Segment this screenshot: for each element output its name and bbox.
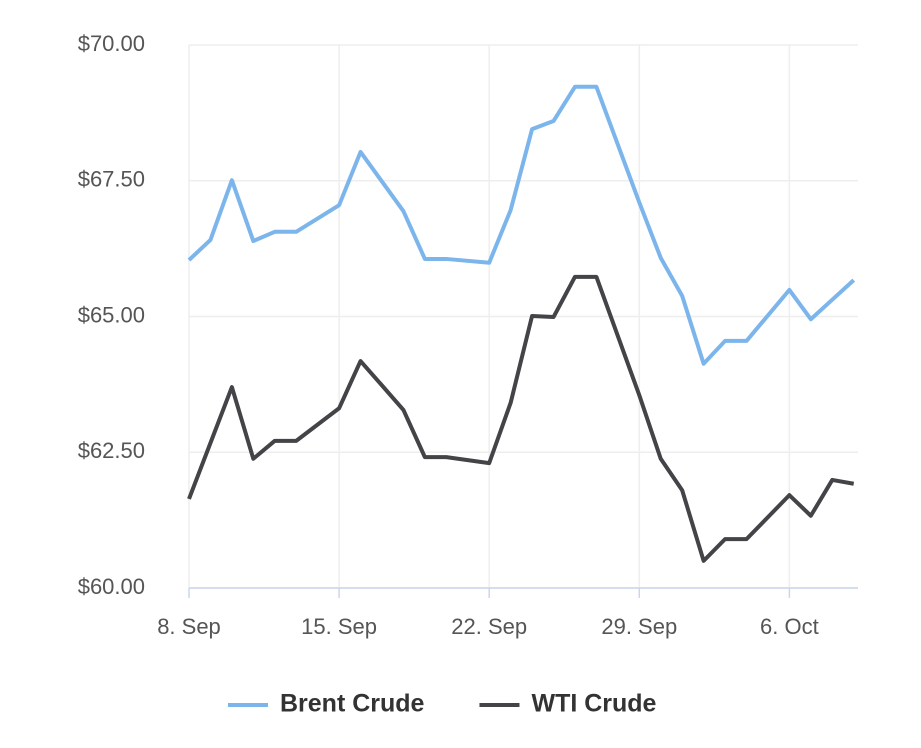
x-tick-label: 22. Sep — [451, 614, 527, 639]
x-tick-label: 8. Sep — [157, 614, 221, 639]
legend-item[interactable]: WTI Crude — [479, 690, 657, 718]
legend: Brent Crude WTI Crude — [228, 690, 657, 718]
legend-label: WTI Crude — [531, 690, 656, 718]
y-tick-label: $60.00 — [78, 574, 145, 599]
series-line — [187, 274, 855, 563]
y-tick-label: $67.50 — [78, 167, 145, 192]
y-tick-label: $70.00 — [78, 31, 145, 56]
legend-item[interactable]: Brent Crude — [228, 690, 425, 718]
legend-label: Brent Crude — [280, 690, 425, 718]
x-tick-label: 15. Sep — [301, 614, 377, 639]
x-tick-label: 6. Oct — [760, 614, 819, 639]
x-tick-label: 29. Sep — [601, 614, 677, 639]
y-tick-label: $62.50 — [78, 438, 145, 463]
y-tick-label: $65.00 — [78, 302, 145, 327]
series-line — [187, 84, 856, 366]
